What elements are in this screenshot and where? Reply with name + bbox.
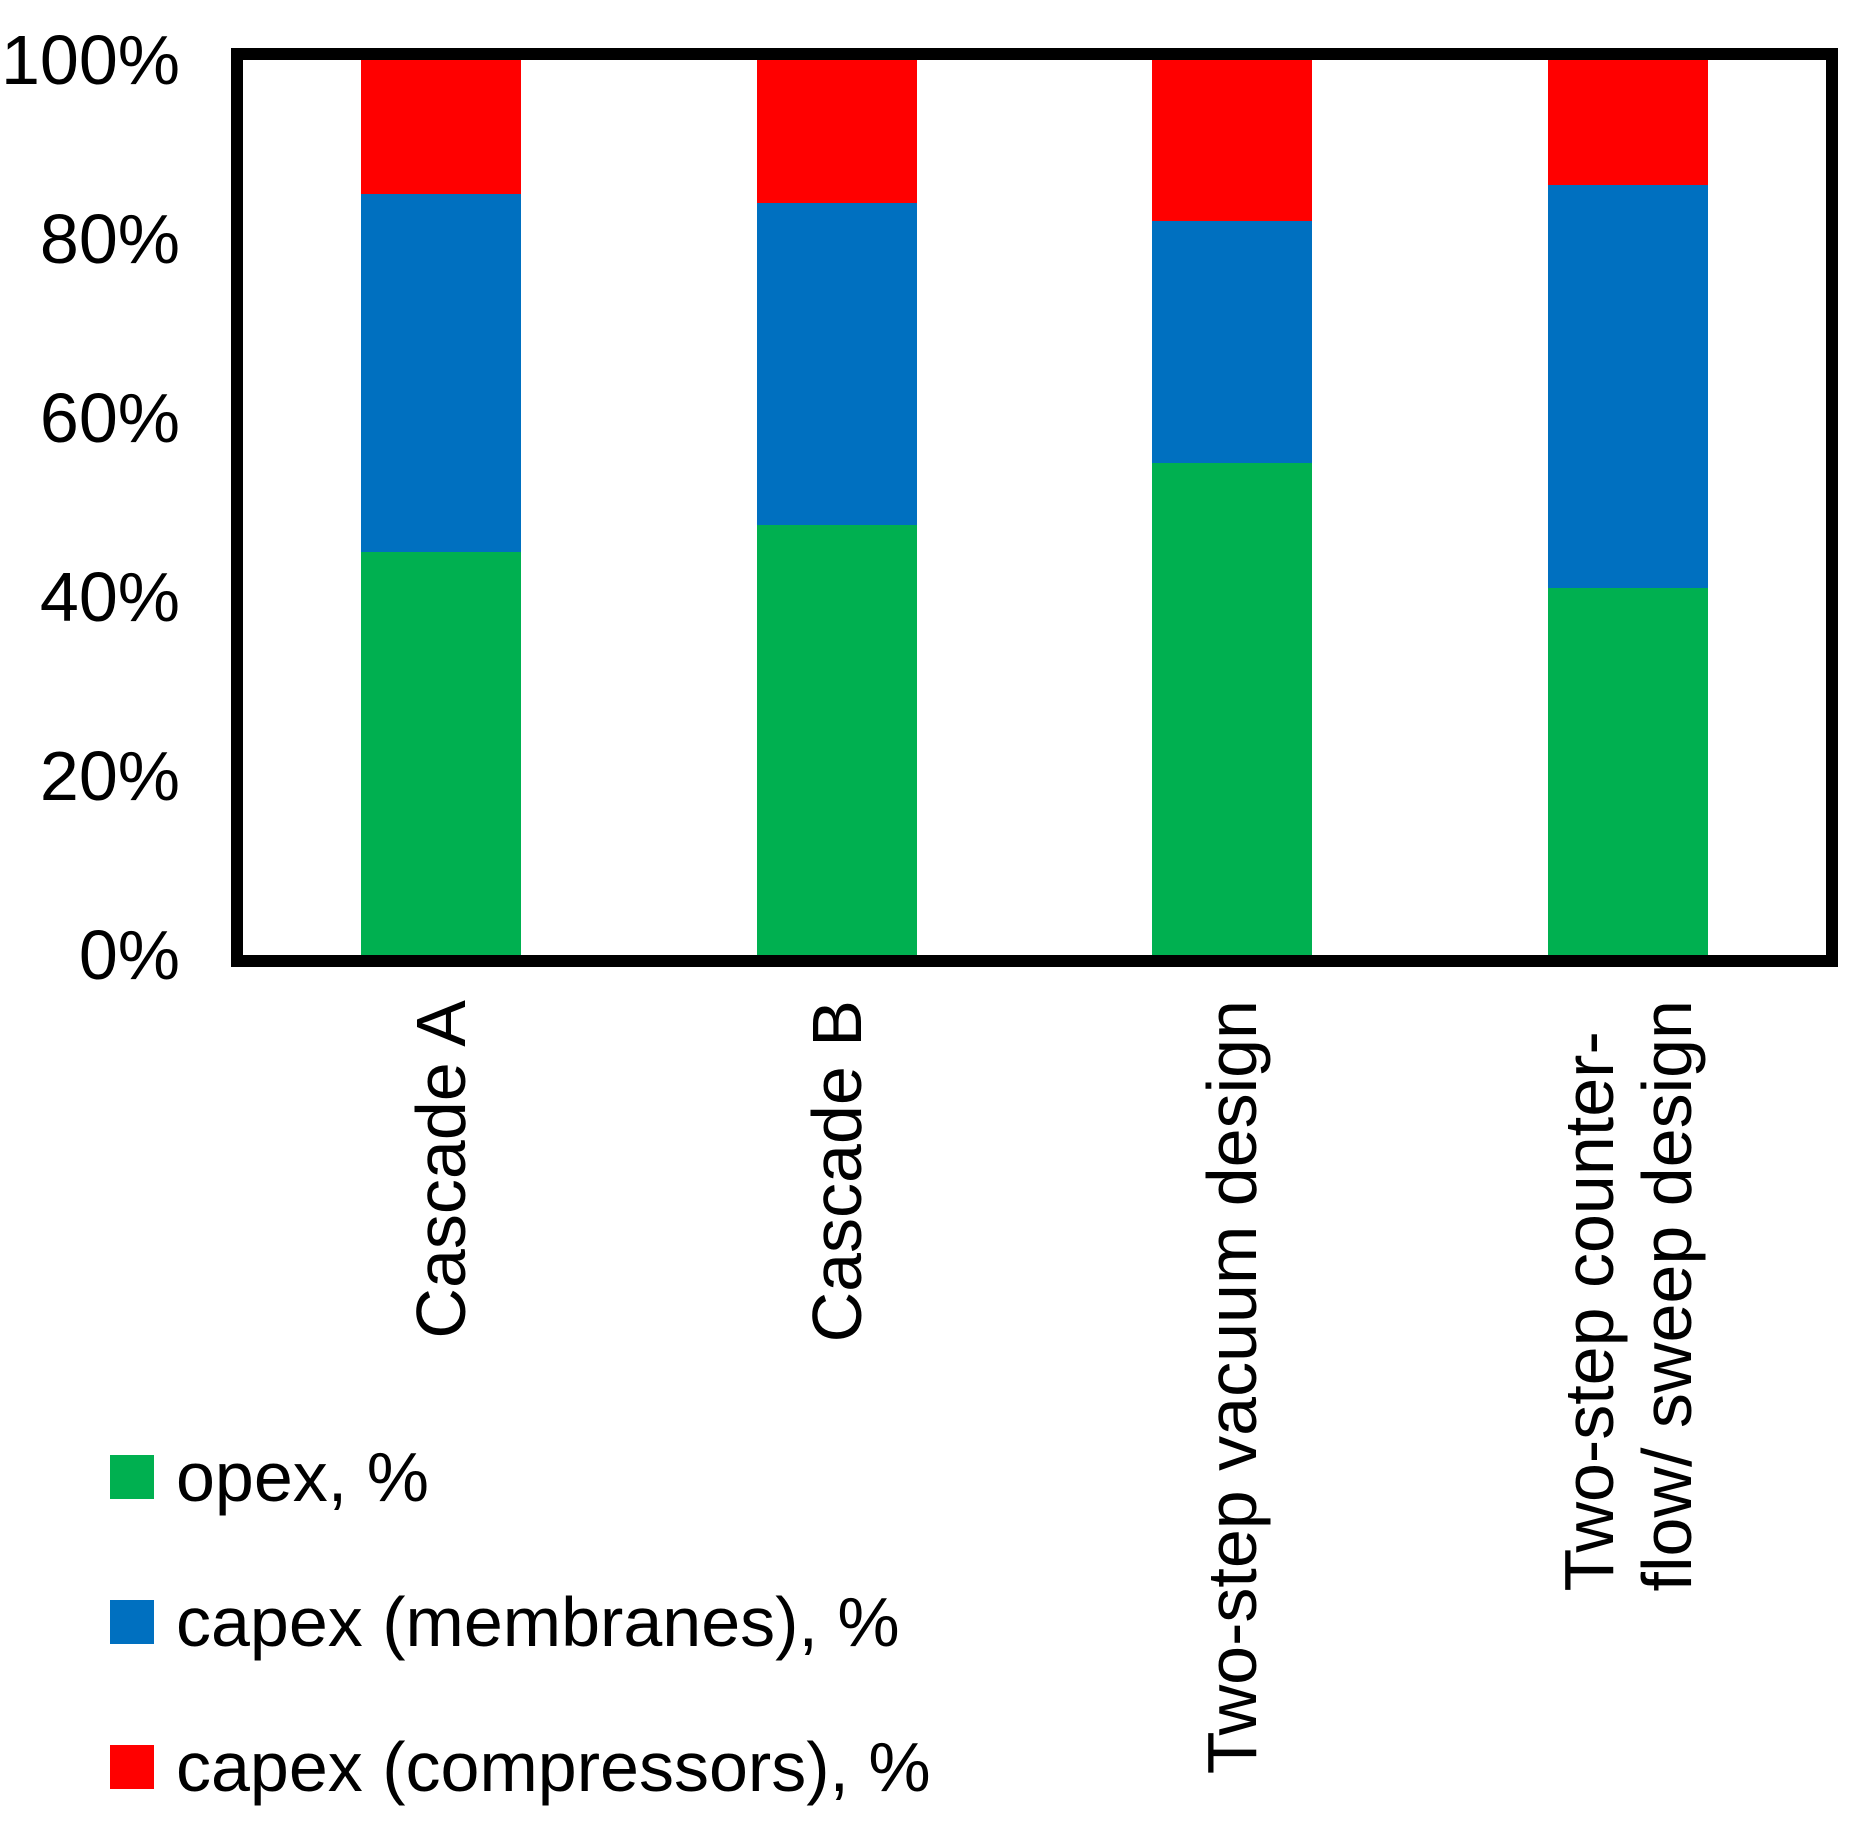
plot-area	[231, 48, 1838, 967]
segment-opex-two-step-vacuum-design	[1152, 462, 1312, 955]
segment-capex-compressors-cascade-b	[757, 60, 917, 204]
stacked-bar-cascade-a	[361, 60, 521, 955]
segment-capex-membranes-cascade-b	[757, 203, 917, 526]
segment-capex-membranes-cascade-a	[361, 194, 521, 553]
stacked-bar-cascade-b	[757, 60, 917, 955]
category-label-two-step-counter-flow-sweep-design: Two-step counter- flow/ sweep design	[1550, 1000, 1706, 1592]
category-label-cascade-a: Cascade A	[402, 1000, 480, 1339]
legend-label-opex: opex, %	[176, 1438, 429, 1516]
segment-capex-membranes-two-step-counter-flow-sweep-design	[1548, 185, 1708, 589]
stacked-bar-two-step-vacuum-design	[1152, 60, 1312, 955]
stacked-bar-two-step-counter-flow-sweep-design	[1548, 60, 1708, 955]
y-tick-label-60: 60%	[39, 379, 180, 457]
legend-swatch-capex-membranes	[110, 1600, 154, 1644]
y-tick-label-100: 100%	[0, 21, 180, 99]
y-tick-label-20: 20%	[39, 737, 180, 815]
legend-item-opex: opex, %	[110, 1432, 429, 1522]
segment-capex-compressors-cascade-a	[361, 60, 521, 195]
segment-capex-compressors-two-step-counter-flow-sweep-design	[1548, 60, 1708, 186]
legend-item-capex-membranes: capex (membranes), %	[110, 1577, 900, 1667]
legend-swatch-capex-compressors	[110, 1745, 154, 1789]
segment-capex-membranes-two-step-vacuum-design	[1152, 221, 1312, 463]
legend-label-capex-membranes: capex (membranes), %	[176, 1583, 900, 1661]
y-tick-label-40: 40%	[39, 558, 180, 636]
y-tick-label-80: 80%	[39, 200, 180, 278]
category-label-cascade-b: Cascade B	[798, 1000, 876, 1343]
segment-opex-cascade-a	[361, 552, 521, 955]
segment-opex-two-step-counter-flow-sweep-design	[1548, 588, 1708, 955]
legend-swatch-opex	[110, 1455, 154, 1499]
category-label-two-step-vacuum-design: Two-step vacuum design	[1193, 1000, 1271, 1775]
segment-opex-cascade-b	[757, 525, 917, 955]
y-tick-label-0: 0%	[78, 916, 180, 994]
segment-capex-compressors-two-step-vacuum-design	[1152, 60, 1312, 222]
legend-item-capex-compressors: capex (compressors), %	[110, 1722, 931, 1812]
legend-label-capex-compressors: capex (compressors), %	[176, 1728, 931, 1806]
